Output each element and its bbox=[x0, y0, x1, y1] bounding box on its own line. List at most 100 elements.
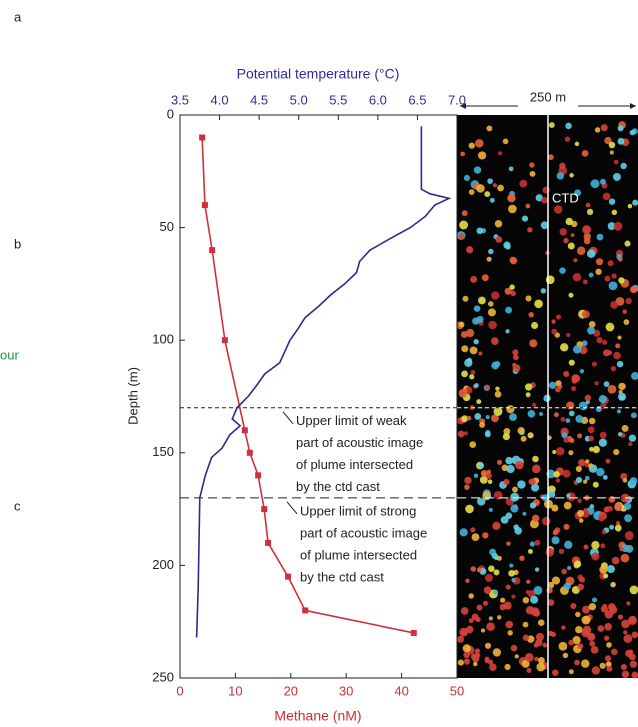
echo bbox=[463, 651, 470, 659]
echo bbox=[473, 473, 479, 478]
echo bbox=[611, 556, 620, 565]
echo bbox=[476, 227, 484, 235]
echo bbox=[629, 649, 634, 654]
echo bbox=[503, 241, 511, 249]
echo bbox=[584, 462, 590, 468]
echo bbox=[558, 548, 565, 555]
echo bbox=[629, 285, 638, 294]
echo bbox=[505, 306, 513, 314]
echo bbox=[604, 136, 612, 145]
echo bbox=[463, 431, 468, 436]
echo bbox=[615, 343, 621, 349]
profile-marker bbox=[241, 427, 248, 434]
echo bbox=[609, 150, 614, 155]
echo bbox=[574, 560, 582, 568]
echo bbox=[463, 174, 470, 181]
echo bbox=[459, 220, 469, 230]
x2-tick-label: 5.0 bbox=[290, 92, 308, 107]
echo bbox=[468, 618, 474, 624]
echo bbox=[628, 616, 637, 625]
echo bbox=[558, 641, 568, 651]
echo bbox=[564, 136, 571, 142]
echo bbox=[614, 503, 623, 512]
scale-label: 250 m bbox=[530, 89, 566, 104]
echo bbox=[624, 240, 631, 247]
echo bbox=[624, 531, 634, 541]
echo bbox=[612, 172, 621, 181]
profile-marker bbox=[285, 573, 292, 580]
echo bbox=[614, 524, 622, 532]
plot-frame bbox=[179, 114, 458, 679]
echo bbox=[600, 543, 606, 549]
echo bbox=[579, 576, 586, 583]
echo bbox=[622, 478, 628, 483]
echo bbox=[529, 162, 535, 168]
echo bbox=[457, 635, 465, 643]
echo bbox=[500, 597, 506, 603]
x2-tick-label: 7.0 bbox=[448, 92, 466, 107]
echo bbox=[541, 516, 551, 526]
echo bbox=[563, 501, 572, 510]
echo bbox=[512, 486, 518, 493]
echo bbox=[605, 322, 615, 332]
echo bbox=[480, 628, 486, 633]
echo bbox=[551, 328, 558, 335]
echo bbox=[579, 346, 588, 355]
echo bbox=[602, 349, 611, 357]
echo bbox=[565, 418, 571, 424]
echo bbox=[608, 141, 616, 149]
echo bbox=[525, 392, 531, 398]
echo bbox=[469, 346, 478, 355]
echo bbox=[509, 284, 515, 290]
echo bbox=[568, 669, 574, 675]
echo bbox=[490, 414, 499, 423]
echo bbox=[607, 384, 617, 394]
echo bbox=[542, 642, 548, 648]
echo bbox=[604, 655, 612, 662]
echo bbox=[589, 446, 594, 452]
annotation-text: of plume intersected bbox=[296, 457, 413, 472]
echo bbox=[620, 663, 627, 671]
echo bbox=[485, 415, 490, 420]
echo bbox=[506, 464, 515, 474]
echo bbox=[582, 225, 592, 235]
echo bbox=[623, 630, 628, 635]
echo bbox=[492, 521, 501, 530]
echo bbox=[604, 622, 613, 631]
echo bbox=[593, 329, 601, 337]
echo bbox=[482, 532, 489, 539]
annotation-text: part of acoustic image bbox=[300, 525, 427, 540]
x2-axis-title: Potential temperature (°C) bbox=[237, 66, 400, 82]
y-tick-label: 150 bbox=[152, 444, 174, 459]
echo bbox=[591, 361, 597, 367]
echo bbox=[535, 632, 544, 641]
echo bbox=[460, 607, 469, 615]
echo bbox=[526, 579, 531, 584]
echo bbox=[553, 412, 559, 418]
echo bbox=[512, 349, 519, 356]
echo bbox=[478, 296, 486, 305]
echo bbox=[503, 478, 510, 486]
echo bbox=[588, 417, 596, 425]
echo bbox=[629, 585, 638, 595]
echo bbox=[486, 256, 492, 262]
echo bbox=[611, 648, 618, 656]
echo bbox=[561, 568, 567, 575]
profile-line bbox=[201, 137, 414, 634]
echo bbox=[551, 669, 559, 676]
x2-tick-label: 4.0 bbox=[211, 92, 229, 107]
echo bbox=[568, 359, 575, 366]
echo bbox=[506, 541, 511, 546]
annotation-text: by the ctd cast bbox=[300, 569, 384, 584]
x2-tick-label: 3.5 bbox=[171, 92, 189, 107]
side-text: our bbox=[0, 347, 19, 362]
echo bbox=[527, 409, 536, 418]
echo bbox=[620, 162, 627, 170]
echo bbox=[540, 221, 549, 230]
echo bbox=[530, 595, 539, 604]
echo bbox=[589, 504, 595, 509]
echo bbox=[475, 139, 484, 148]
echo bbox=[578, 518, 584, 523]
y-tick-label: 250 bbox=[152, 669, 174, 684]
echo bbox=[575, 625, 583, 634]
